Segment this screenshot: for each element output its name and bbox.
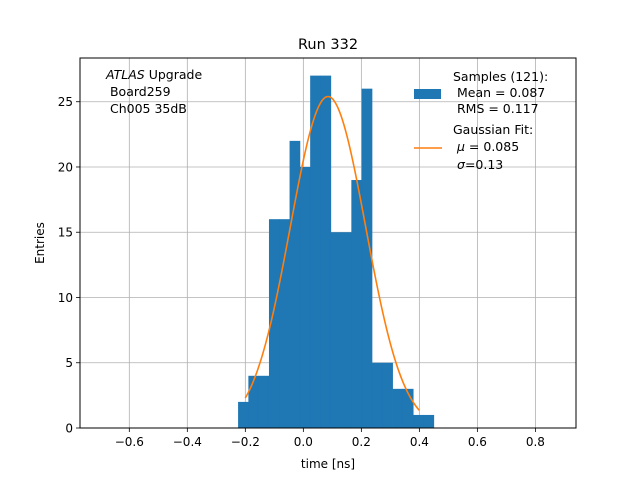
y-tick-label-1: 5 xyxy=(65,356,73,370)
legend: Samples (121): Mean = 0.087 RMS = 0.117 … xyxy=(414,69,548,172)
legend-samples-title: Samples (121): xyxy=(453,69,548,84)
legend-samples-rms: RMS = 0.117 xyxy=(453,101,539,116)
histogram-bar-8 xyxy=(320,75,332,428)
atlas-annotation: ATLAS Upgrade Board259 Ch005 35dB xyxy=(105,67,202,116)
y-ticks: 0 5 10 15 20 25 xyxy=(58,95,80,436)
gaussian-fit xyxy=(244,95,420,411)
x-tick-label-0: −0.6 xyxy=(115,435,144,449)
legend-samples-mean: Mean = 0.087 xyxy=(453,85,545,100)
histogram-bar-14 xyxy=(382,362,393,428)
x-tick-label-7: 0.8 xyxy=(526,435,545,449)
svg-text:ATLAS Upgrade: ATLAS Upgrade xyxy=(105,67,202,82)
legend-fit-mu-symbol: μ xyxy=(456,139,465,154)
legend-fit-title: Gaussian Fit: xyxy=(453,122,533,137)
histogram-bar-1 xyxy=(248,375,260,428)
histogram-bar-15 xyxy=(392,388,404,428)
chart-title: Run 332 xyxy=(298,37,358,53)
x-ticks: −0.6 −0.4 −0.2 0.0 0.2 0.4 0.6 0.8 xyxy=(115,428,545,449)
histogram-bar-5 xyxy=(289,140,301,428)
x-tick-label-5: 0.4 xyxy=(410,435,429,449)
histogram-bar-10 xyxy=(341,232,352,428)
histogram-bar-0 xyxy=(238,401,249,428)
legend-fit-mu-value: = 0.085 xyxy=(465,139,519,154)
histogram-bar-16 xyxy=(402,388,414,428)
annotation-upgrade: Upgrade xyxy=(145,67,203,82)
histogram-bar-12 xyxy=(361,88,373,428)
y-tick-label-2: 10 xyxy=(58,291,73,305)
gaussian-fit-curve xyxy=(244,95,420,411)
histogram-bar-6 xyxy=(299,166,311,429)
plot-frame xyxy=(79,57,577,429)
x-tick-label-2: −0.2 xyxy=(231,435,260,449)
histogram-bar-2 xyxy=(258,375,270,428)
histogram-bars xyxy=(238,75,435,429)
histogram-bar-9 xyxy=(330,232,342,428)
annotation-channel: Ch005 35dB xyxy=(106,101,187,116)
x-tick-label-1: −0.4 xyxy=(173,435,202,449)
y-tick-label-0: 0 xyxy=(65,422,73,436)
annotation-atlas: ATLAS xyxy=(105,67,145,82)
svg-text:σ=0.13: σ=0.13 xyxy=(457,157,503,172)
histogram-bar-17 xyxy=(413,414,424,428)
svg-text:μ = 0.085: μ = 0.085 xyxy=(456,139,519,154)
legend-fit-sigma-value: =0.13 xyxy=(465,157,503,172)
histogram-bar-3 xyxy=(268,219,280,428)
histogram-bar-11 xyxy=(351,180,363,428)
x-axis-label: time [ns] xyxy=(301,457,355,471)
histogram-bar-13 xyxy=(371,362,383,428)
annotation-board: Board259 xyxy=(106,84,171,99)
x-tick-label-3: 0.0 xyxy=(294,435,313,449)
histogram-bar-18 xyxy=(423,414,435,428)
y-tick-label-3: 15 xyxy=(58,226,73,240)
histogram-bar-4 xyxy=(279,219,290,428)
x-tick-label-6: 0.6 xyxy=(468,435,487,449)
y-axis-label: Entries xyxy=(33,222,47,264)
x-tick-label-4: 0.2 xyxy=(352,435,371,449)
y-tick-label-4: 20 xyxy=(58,160,73,174)
legend-samples-swatch xyxy=(414,89,441,99)
legend-fit-sigma-symbol: σ xyxy=(457,157,466,172)
y-tick-label-5: 25 xyxy=(58,95,73,109)
histogram-bar-7 xyxy=(310,75,321,428)
